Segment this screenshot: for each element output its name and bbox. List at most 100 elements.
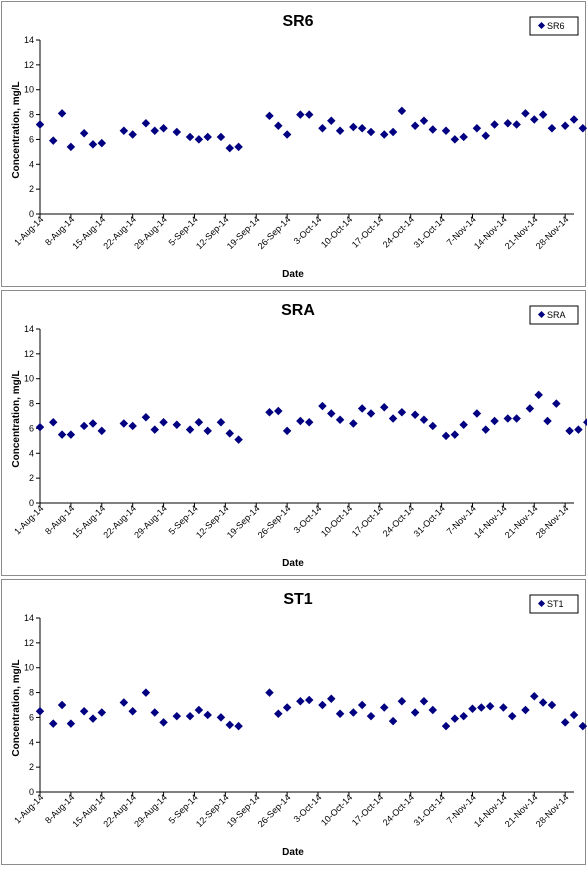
- data-point: [128, 706, 137, 716]
- chart-panel-st1: ST1 Concentration, mg/L Date ST1 0 2 4 6 8 10…: [1, 579, 587, 865]
- data-point: [512, 414, 521, 423]
- y-tick-label: 4: [29, 159, 34, 169]
- data-point: [159, 718, 168, 727]
- data-point: [66, 430, 76, 439]
- data-point: [296, 110, 305, 119]
- y-tick-label: 6: [29, 423, 34, 433]
- data-point: [225, 429, 235, 438]
- data-point: [503, 414, 513, 423]
- data-point: [450, 430, 460, 439]
- data-point: [141, 688, 151, 697]
- data-point: [569, 710, 579, 720]
- data-point: [79, 706, 89, 716]
- x-tick-label: 10-Oct-14: [319, 214, 354, 249]
- chart-panel-sra: SRA Concentration, mg/L Date SRA 0 2 4 6 8 10…: [1, 290, 587, 576]
- data-point: [349, 122, 358, 132]
- scatter-chart-sra: SRA Concentration, mg/L Date SRA 0 2 4 6 8 10…: [11, 302, 587, 569]
- legend-label: SR6: [547, 21, 565, 31]
- legend-label: ST1: [547, 599, 564, 609]
- x-tick-label: 3-Oct-14: [292, 792, 324, 824]
- data-point: [66, 719, 76, 728]
- data-point: [35, 706, 45, 716]
- data-point: [327, 409, 336, 418]
- data-point: [468, 704, 477, 713]
- x-tick-label: 24-Oct-14: [381, 214, 416, 249]
- data-point: [459, 711, 468, 721]
- data-point: [578, 721, 587, 731]
- data-point: [304, 417, 314, 427]
- y-tick-label: 10: [24, 85, 34, 95]
- x-tick-label: 29-Aug-14: [132, 214, 169, 251]
- x-tick-label: 31-Oct-14: [412, 214, 447, 249]
- data-point: [119, 698, 129, 707]
- data-point: [185, 132, 195, 142]
- data-point: [379, 403, 389, 412]
- data-point: [428, 705, 438, 715]
- data-points: [35, 106, 587, 153]
- data-point: [304, 110, 314, 119]
- chart-title: SRA: [281, 302, 315, 319]
- data-point: [379, 130, 389, 139]
- x-tick-label: 1-Aug-14: [12, 503, 45, 536]
- data-point: [490, 120, 499, 129]
- x-tick-label: 17-Oct-14: [350, 503, 385, 538]
- data-point: [397, 697, 407, 706]
- legend-marker: [537, 599, 546, 608]
- x-tick-label: 1-Aug-14: [12, 792, 45, 825]
- data-point: [503, 119, 513, 128]
- data-point: [304, 695, 314, 705]
- data-point: [79, 128, 89, 138]
- scatter-chart-st1: ST1 Concentration, mg/L Date ST1 0 2 4 6 8 10…: [11, 591, 587, 858]
- x-tick-label: 28-Nov-14: [534, 214, 571, 251]
- x-axis-label: Date: [282, 558, 304, 569]
- x-tick-label: 1-Aug-14: [12, 214, 45, 247]
- data-point: [477, 703, 486, 712]
- data-point: [512, 120, 521, 129]
- data-point: [88, 714, 98, 723]
- x-tick-label: 26-Sep-14: [256, 214, 293, 251]
- data-point: [335, 415, 345, 424]
- data-point: [485, 702, 495, 711]
- data-point: [419, 697, 429, 706]
- data-point: [388, 716, 398, 726]
- data-point: [530, 115, 539, 124]
- data-point: [296, 697, 305, 706]
- data-point: [560, 718, 570, 727]
- y-tick-label: 14: [24, 35, 34, 45]
- legend-label: SRA: [547, 310, 566, 320]
- data-point: [327, 694, 336, 704]
- data-point: [534, 390, 543, 400]
- data-point: [349, 708, 358, 717]
- data-point: [57, 109, 67, 118]
- data-point: [441, 721, 451, 731]
- data-point: [185, 425, 195, 434]
- data-point: [428, 125, 438, 134]
- data-point: [357, 700, 367, 710]
- y-tick-label: 8: [29, 688, 34, 698]
- data-point: [150, 708, 159, 717]
- y-tick-label: 10: [24, 374, 34, 384]
- y-tick-label: 2: [29, 184, 34, 194]
- x-axis-label: Date: [282, 269, 304, 280]
- data-point: [410, 410, 420, 419]
- data-point: [481, 425, 490, 434]
- data-point: [560, 121, 570, 130]
- data-point: [388, 127, 398, 137]
- x-tick-label: 29-Aug-14: [132, 503, 169, 540]
- data-point: [265, 111, 274, 121]
- chart-title: SR6: [282, 13, 313, 30]
- legend-box: [529, 16, 579, 36]
- data-points: [35, 688, 587, 731]
- data-point: [397, 106, 407, 116]
- data-point: [578, 124, 587, 133]
- data-point: [274, 121, 283, 130]
- data-point: [459, 132, 468, 142]
- y-tick-label: 14: [24, 324, 34, 334]
- data-point: [150, 425, 159, 434]
- data-point: [366, 127, 376, 137]
- y-tick-label: 2: [29, 473, 34, 483]
- data-point: [128, 421, 137, 431]
- data-point: [419, 415, 429, 424]
- data-point: [521, 705, 530, 715]
- legend: ST1: [529, 594, 579, 614]
